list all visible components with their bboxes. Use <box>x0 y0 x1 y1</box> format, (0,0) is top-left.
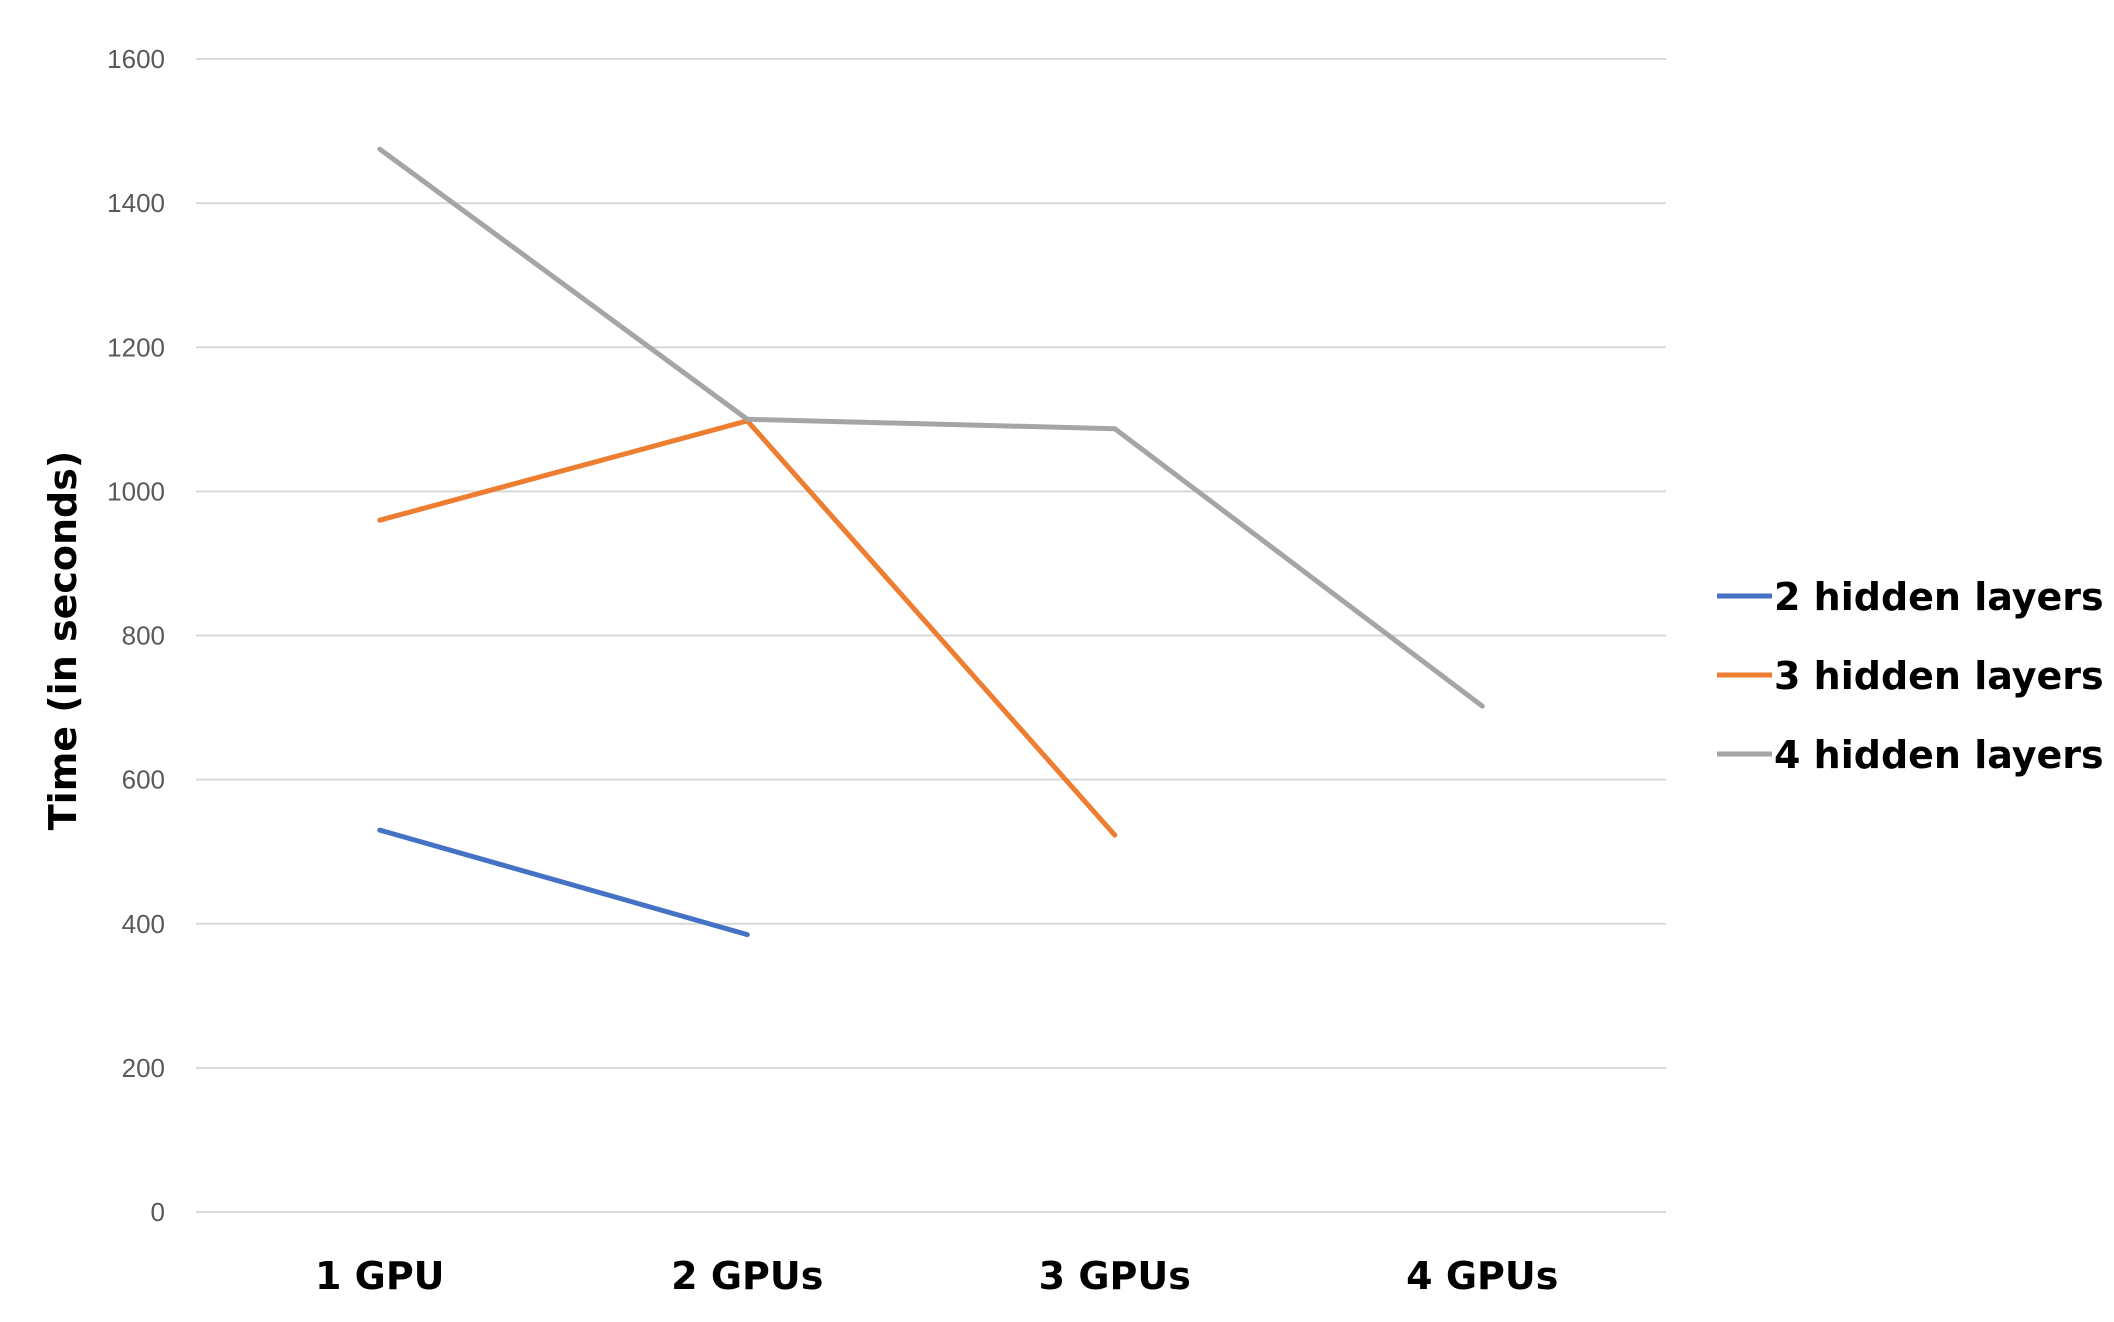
y-tick-label: 1400 <box>107 188 165 218</box>
x-category-label: 1 GPU <box>315 1254 445 1298</box>
legend-item: 4 hidden layers <box>1717 733 2104 777</box>
legend-label: 4 hidden layers <box>1774 733 2104 777</box>
y-tick-label: 0 <box>151 1197 165 1227</box>
y-axis-tick-labels: 0 200 400 600 800 1000 1200 1400 1600 <box>107 44 165 1227</box>
y-tick-label: 1000 <box>107 476 165 506</box>
y-tick-label: 1200 <box>107 332 165 362</box>
series-line-2 <box>377 418 1118 838</box>
x-category-label: 3 GPUs <box>1039 1254 1191 1298</box>
series-lines <box>377 146 1485 938</box>
series-line-1 <box>377 827 750 938</box>
legend: 2 hidden layers 3 hidden layers 4 hidden l… <box>1717 575 2104 777</box>
y-tick-label: 200 <box>122 1053 165 1083</box>
gridlines <box>196 58 1666 1213</box>
x-category-label: 4 GPUs <box>1406 1254 1558 1298</box>
legend-item: 3 hidden layers <box>1717 654 2104 698</box>
y-axis-title: Time (in seconds) <box>41 451 85 830</box>
x-category-label: 2 GPUs <box>671 1254 823 1298</box>
y-tick-label: 800 <box>122 621 165 651</box>
series-line-3 <box>377 146 1485 709</box>
legend-label: 2 hidden layers <box>1774 575 2104 619</box>
y-tick-label: 600 <box>122 765 165 795</box>
legend-item: 2 hidden layers <box>1717 575 2104 619</box>
y-tick-label: 1600 <box>107 44 165 74</box>
x-axis-category-labels: 1 GPU 2 GPUs 3 GPUs 4 GPUs <box>315 1254 1558 1298</box>
legend-label: 3 hidden layers <box>1774 654 2104 698</box>
y-tick-label: 400 <box>122 909 165 939</box>
